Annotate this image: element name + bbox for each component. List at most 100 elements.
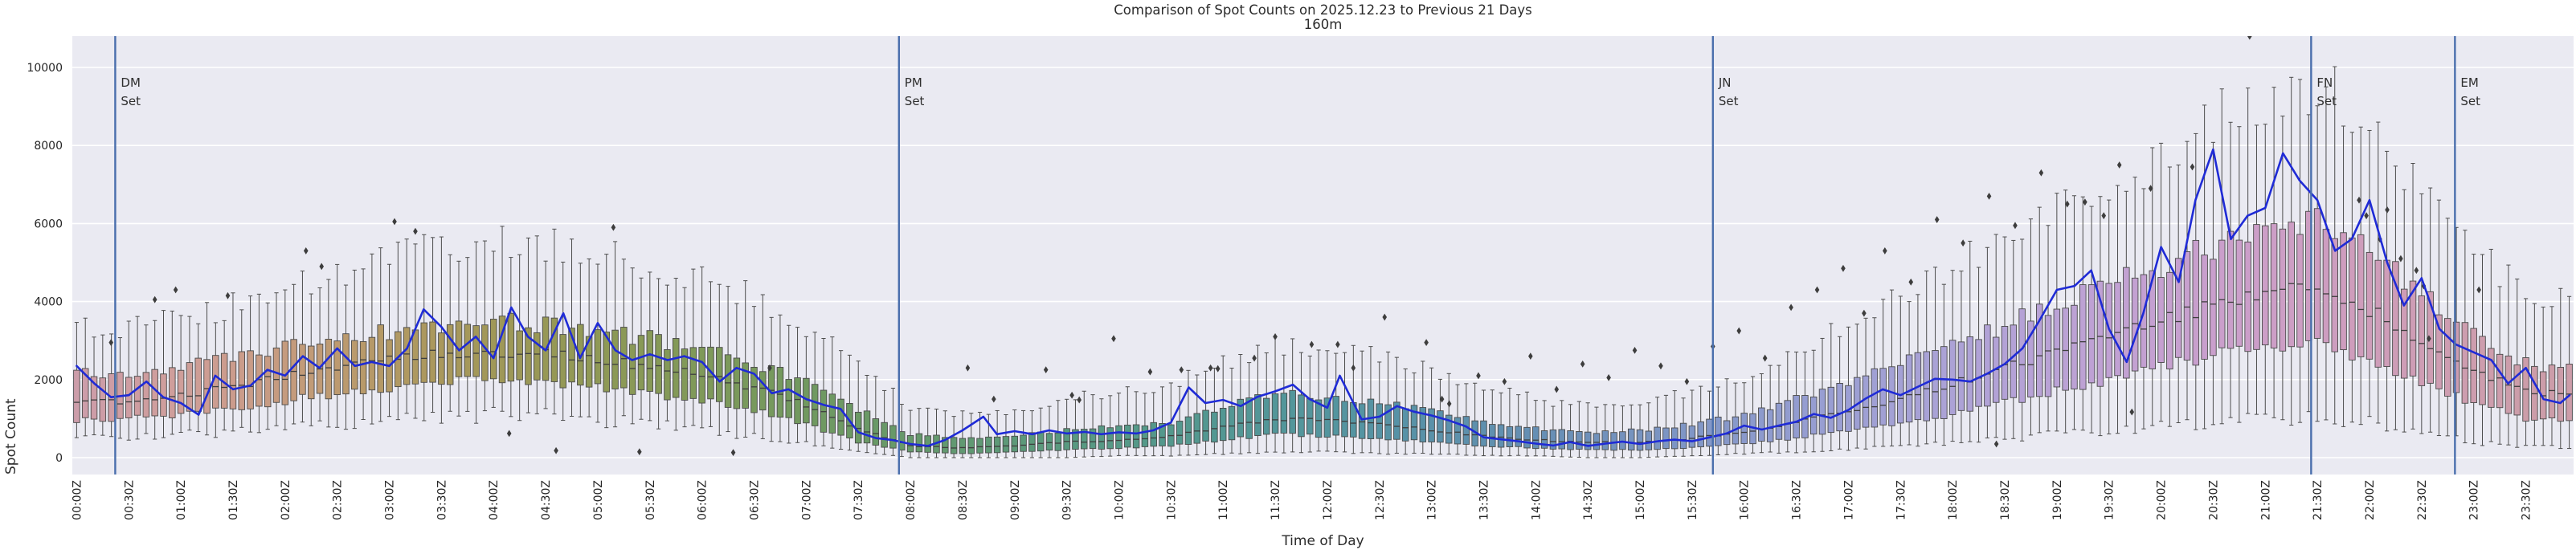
box [1932, 350, 1939, 419]
box [1437, 410, 1444, 443]
box [2566, 364, 2573, 422]
box [2270, 223, 2278, 348]
outlier-diamond [2476, 286, 2481, 294]
box [1506, 426, 1514, 447]
x-tick-label: 04:30Z [540, 480, 553, 520]
box [585, 336, 593, 388]
box [828, 393, 836, 434]
box [2226, 230, 2235, 349]
box [724, 354, 732, 408]
box [1593, 433, 1601, 450]
x-tick-label: 03:00Z [384, 480, 397, 520]
x-tick-label: 22:00Z [2364, 480, 2377, 520]
x-tick-label: 20:30Z [2207, 480, 2220, 520]
box [1879, 368, 1887, 426]
y-tick-label: 8000 [34, 140, 63, 153]
box [2183, 251, 2191, 361]
box [1262, 397, 1270, 435]
outlier-diamond [1069, 391, 1074, 399]
outlier-diamond [2148, 185, 2153, 193]
box [411, 329, 419, 385]
x-tick-label: 16:30Z [1791, 480, 1804, 520]
box [1627, 428, 1635, 451]
box [247, 350, 254, 409]
box [2123, 267, 2130, 379]
box [985, 436, 992, 454]
box [1211, 411, 1218, 443]
x-tick-label: 21:00Z [2259, 480, 2272, 520]
x-tick-label: 07:00Z [800, 480, 813, 520]
x-tick-label: 02:00Z [280, 480, 292, 520]
box [1193, 413, 1201, 444]
box [993, 436, 1001, 454]
event-label: JN [1718, 75, 1732, 90]
box [498, 316, 506, 384]
box [1141, 425, 1149, 447]
outlier-diamond [108, 339, 114, 347]
x-tick-label: 03:30Z [435, 480, 448, 520]
outlier-diamond [2129, 408, 2135, 416]
x-tick-label: 09:00Z [1009, 480, 1022, 520]
box [2340, 232, 2347, 351]
box [976, 438, 983, 454]
outlier-diamond [392, 218, 397, 226]
outlier-diamond [2116, 161, 2122, 169]
box [767, 365, 775, 417]
box [2374, 259, 2382, 368]
outlier-diamond [992, 395, 996, 403]
outlier-diamond [1993, 440, 1999, 448]
x-tick-label: 06:30Z [749, 480, 762, 520]
outlier-diamond [152, 295, 157, 303]
box [1549, 429, 1557, 450]
box [2244, 241, 2251, 352]
y-tick-label: 0 [55, 452, 63, 465]
box [1011, 435, 1019, 453]
box [1619, 431, 1626, 450]
box [403, 327, 411, 385]
box [1289, 389, 1296, 434]
box [194, 357, 202, 412]
y-tick-labels: 0 2000 4000 6000 8000 10000 [27, 62, 63, 465]
box [1176, 421, 1184, 445]
x-tick-label: 17:30Z [1895, 480, 1907, 520]
outlier-diamond [1111, 335, 1116, 343]
box [1715, 417, 1722, 446]
box [681, 348, 689, 401]
outlier-diamond [1862, 309, 1867, 317]
box [2262, 225, 2269, 346]
x-tick-label: 18:30Z [1999, 480, 2012, 520]
box [2018, 308, 2026, 403]
box [1558, 429, 1565, 450]
outlier-diamond [1762, 354, 1768, 362]
box [1401, 408, 1409, 442]
box [133, 376, 141, 416]
box [1793, 395, 1800, 438]
box [924, 435, 931, 453]
outlier-diamond [1147, 368, 1153, 376]
outlier-diamond [2364, 212, 2369, 220]
box [2296, 234, 2304, 348]
outlier-diamond [2427, 335, 2431, 343]
box [2027, 320, 2034, 397]
event-label: DM [121, 75, 141, 90]
x-tick-label: 04:00Z [488, 480, 501, 520]
outlier-diamond [1908, 278, 1914, 286]
outlier-diamond [2038, 169, 2044, 177]
box [299, 344, 306, 395]
box [472, 325, 480, 377]
x-tick-labels: 00:00Z 00:30Z 01:00Z 01:30Z 02:00Z 02:30Z 03:0… [71, 480, 2533, 520]
box [1697, 421, 1704, 448]
outlier-diamond [1934, 216, 1940, 223]
x-tick-label: 16:00Z [1739, 480, 1752, 520]
box [2496, 353, 2504, 409]
box [290, 339, 297, 401]
box [429, 321, 436, 383]
box [1871, 368, 1879, 428]
box [359, 340, 367, 395]
box [1410, 405, 1418, 441]
outlier-diamond [1382, 313, 1388, 321]
box [1688, 426, 1696, 448]
x-tick-label: 09:30Z [1061, 480, 1074, 520]
